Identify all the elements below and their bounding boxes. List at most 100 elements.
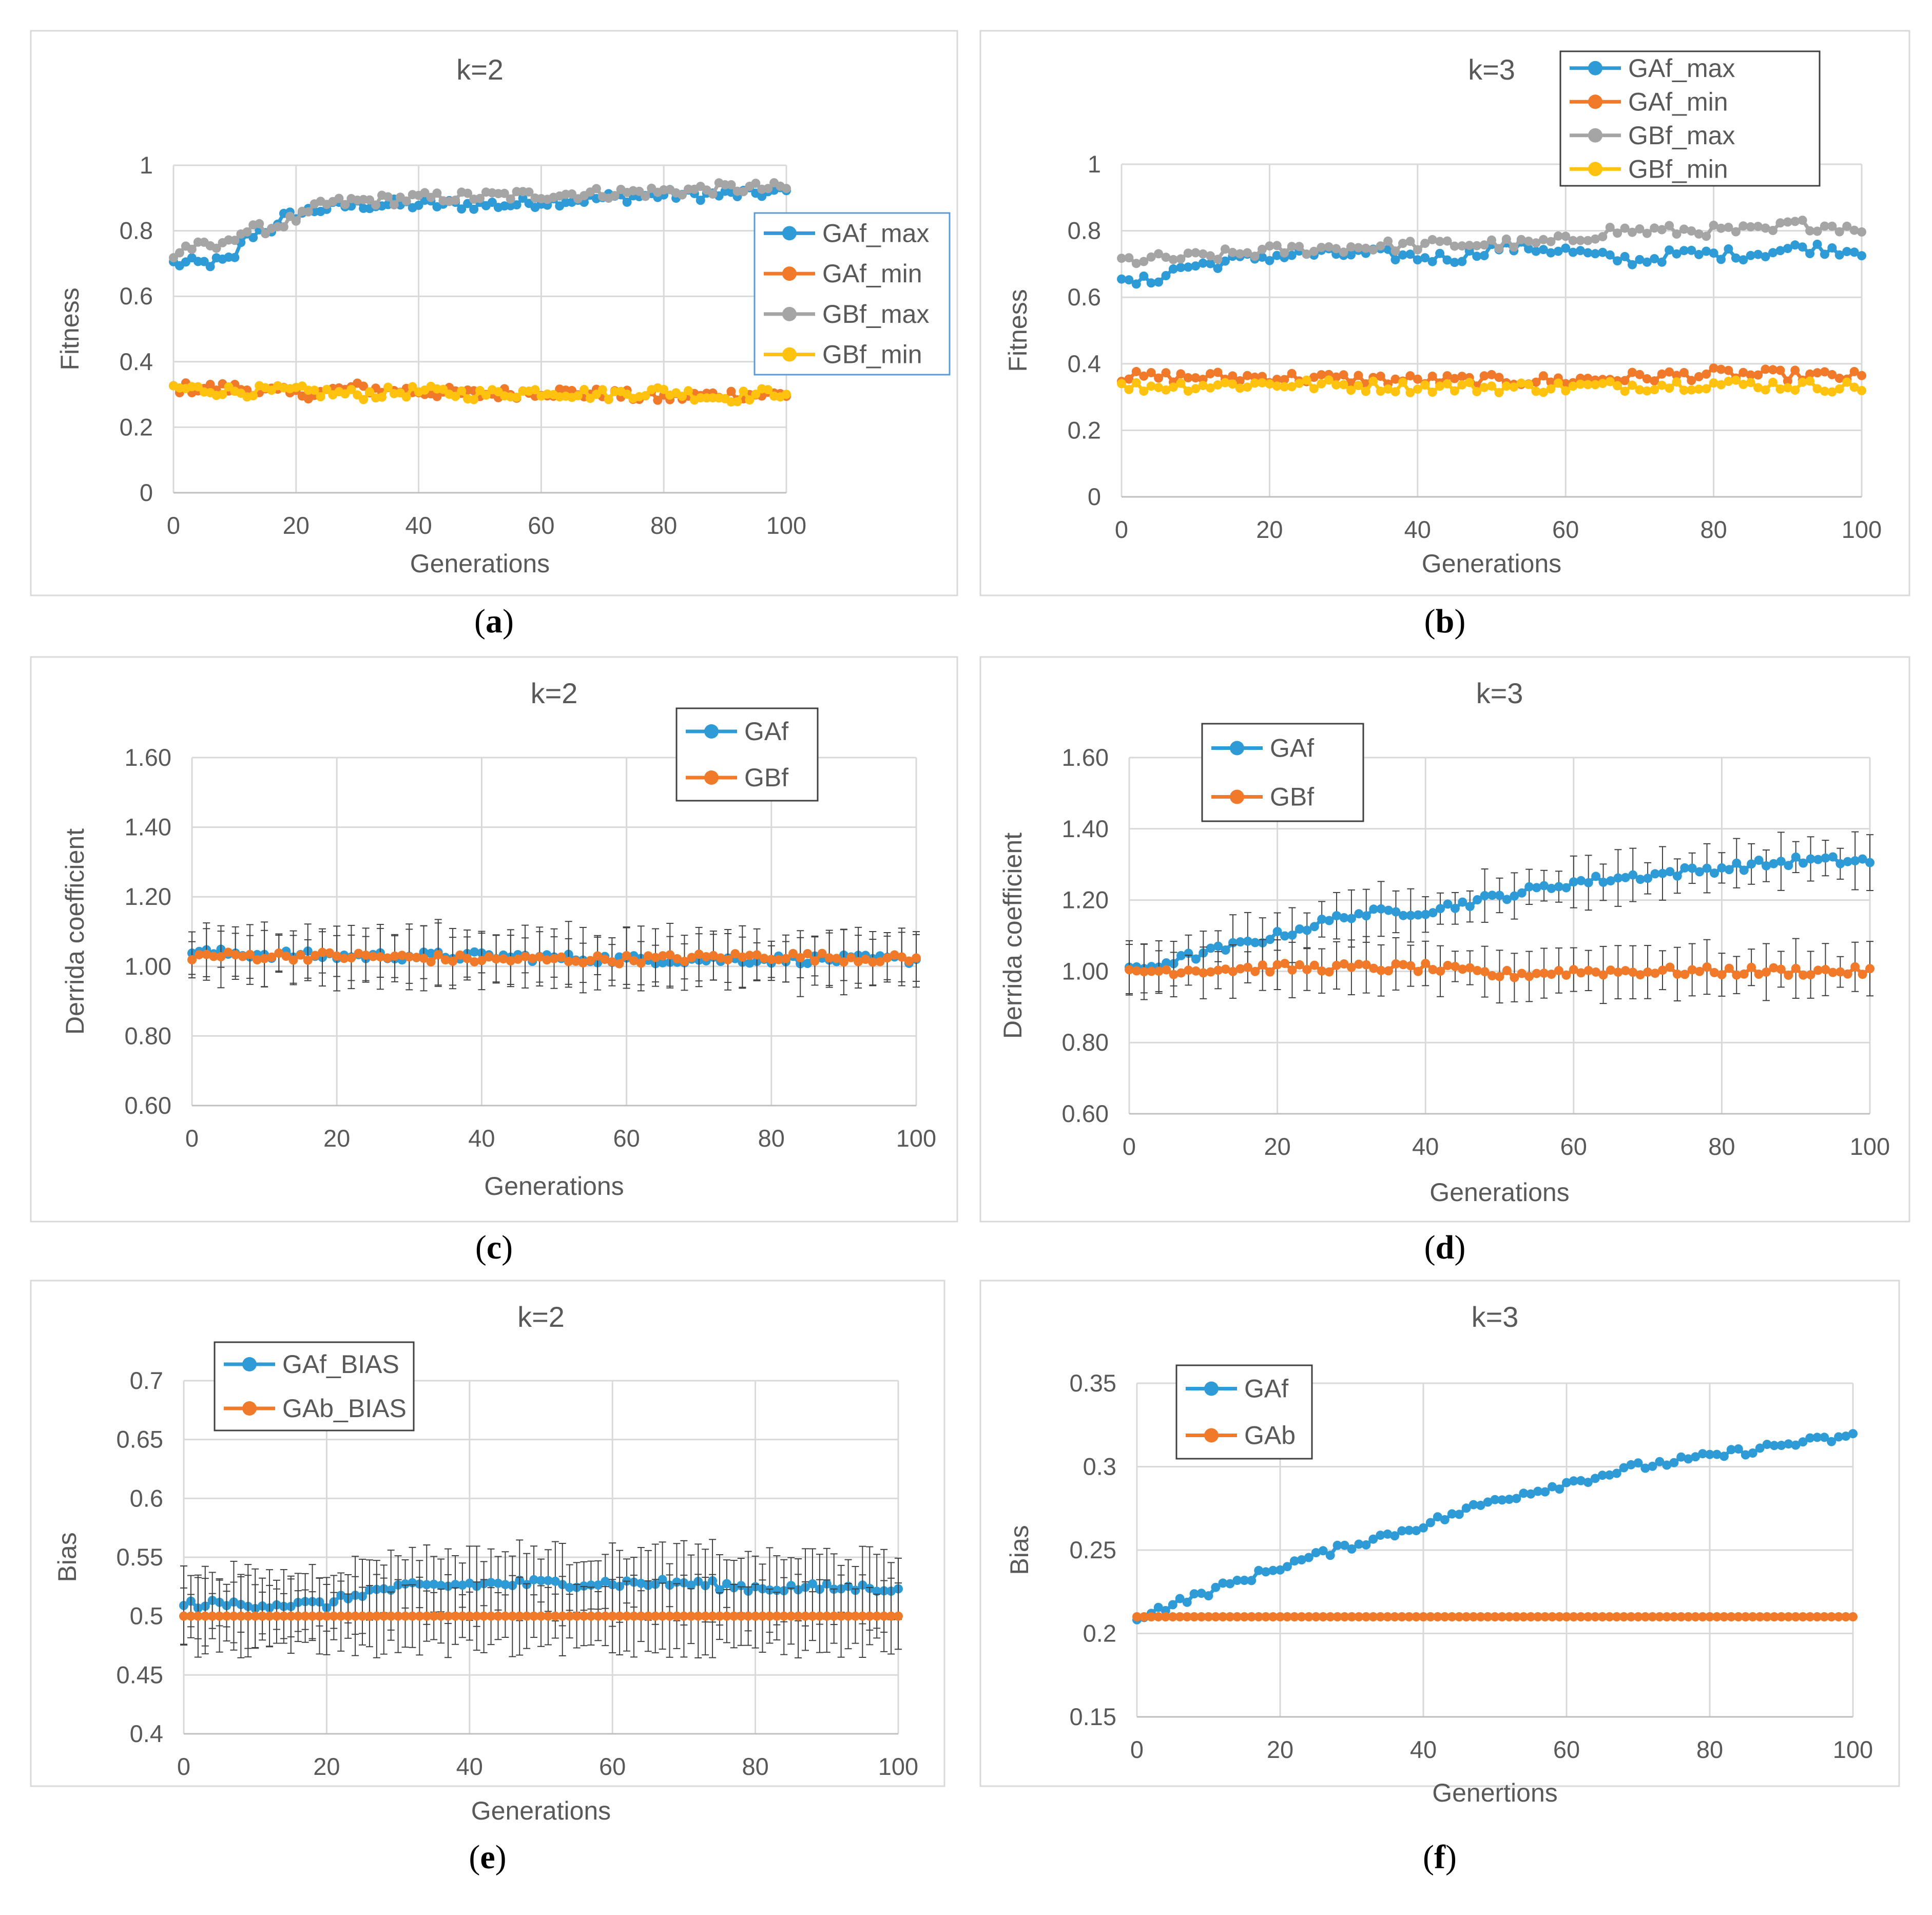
data-point [572, 1611, 582, 1621]
data-point [243, 1611, 253, 1621]
panel-caption: (c) [475, 1229, 513, 1266]
y-tick-label: 1.60 [125, 744, 171, 771]
y-tick-label: 0.8 [120, 217, 153, 244]
data-point [1125, 965, 1134, 975]
data-point [193, 382, 203, 392]
data-point [1687, 863, 1697, 873]
data-point [610, 191, 620, 201]
data-point [766, 955, 776, 964]
data-point [1228, 371, 1238, 381]
data-point [872, 1611, 882, 1621]
data-point [1687, 965, 1697, 975]
data-point [1858, 970, 1867, 979]
data-point [1849, 366, 1859, 376]
data-point [1465, 963, 1475, 973]
data-point [307, 1611, 317, 1621]
data-point [253, 955, 262, 964]
data-point [1753, 370, 1763, 380]
data-point [1347, 1612, 1357, 1621]
data-point [1741, 1450, 1750, 1460]
data-point [215, 1611, 224, 1621]
data-point [1265, 935, 1275, 944]
data-point [293, 1611, 303, 1621]
data-point [1538, 388, 1548, 397]
data-point [1784, 971, 1793, 980]
data-point [1191, 261, 1201, 271]
data-point [1524, 972, 1534, 981]
data-point [643, 1611, 653, 1621]
data-point [1850, 962, 1860, 972]
data-point [1280, 382, 1289, 392]
data-point [1376, 1531, 1385, 1540]
data-point [1858, 854, 1867, 864]
data-point [1812, 239, 1822, 249]
data-point [1361, 243, 1370, 253]
data-point [1265, 967, 1275, 977]
data-point [1548, 1482, 1557, 1492]
data-point [1791, 852, 1801, 862]
data-point [1447, 1509, 1457, 1519]
data-point [1561, 970, 1571, 980]
data-point [1433, 1612, 1442, 1621]
data-point [1843, 857, 1852, 866]
data-point [365, 387, 375, 397]
data-point [1687, 245, 1696, 255]
data-point [404, 952, 414, 962]
data-point [839, 957, 848, 967]
data-point [432, 188, 442, 198]
data-point [1265, 256, 1274, 265]
data-point [1211, 1582, 1221, 1592]
data-point [451, 392, 460, 401]
legend: GAf_max GAf_min GBf_max GBf_min [1559, 50, 1821, 187]
data-point [1790, 217, 1800, 226]
data-point [1153, 1602, 1163, 1612]
data-point [1768, 377, 1778, 387]
data-point [803, 959, 813, 968]
data-point [1613, 228, 1622, 238]
data-point [890, 950, 899, 960]
data-point [1261, 1567, 1271, 1577]
data-point [1304, 1612, 1313, 1621]
data-point [1821, 965, 1830, 974]
y-tick-label: 0.2 [1068, 416, 1101, 443]
caption-open-paren: ( [475, 1229, 487, 1266]
data-point [1458, 897, 1467, 907]
data-point [1650, 969, 1660, 978]
data-point [886, 1611, 896, 1621]
data-point [472, 1611, 481, 1621]
data-point [245, 950, 255, 959]
data-point [1504, 1612, 1514, 1621]
data-point [565, 1611, 574, 1621]
data-point [1524, 380, 1534, 389]
data-point [1650, 254, 1659, 263]
data-point [1479, 371, 1489, 381]
data-point [622, 1611, 631, 1621]
data-point [195, 950, 204, 959]
data-point [730, 949, 740, 959]
data-point [1710, 868, 1719, 878]
data-point [1325, 1551, 1335, 1560]
data-point [1635, 255, 1645, 264]
data-point [1213, 380, 1223, 390]
data-point [1490, 1612, 1500, 1621]
data-point [1562, 1612, 1571, 1621]
data-point [659, 384, 669, 394]
data-point [422, 1611, 432, 1621]
data-point [383, 382, 393, 392]
data-point [1495, 972, 1504, 981]
data-point [1626, 1460, 1636, 1469]
data-point [1339, 913, 1349, 922]
data-point [788, 949, 798, 958]
data-point [186, 1611, 196, 1621]
data-point [1775, 384, 1785, 394]
data-point [808, 1611, 817, 1621]
data-point [1412, 1526, 1421, 1536]
panel-a: k=2 0 0.2 0.4 0.6 0.8 1 0 20 40 60 80 100 Generations… [30, 30, 958, 640]
data-point [469, 204, 479, 214]
data-point [1836, 967, 1845, 977]
data-point [500, 1611, 510, 1621]
data-point [751, 179, 761, 188]
x-tick-label: 0 [1123, 1133, 1136, 1160]
data-point [1413, 245, 1422, 255]
